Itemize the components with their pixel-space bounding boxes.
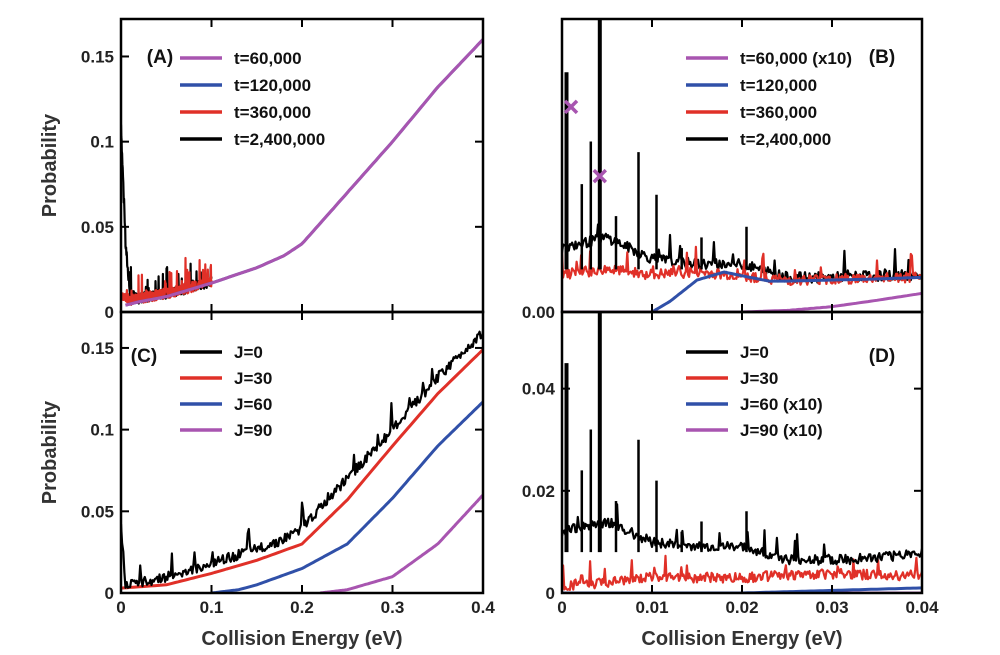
legend-label: t=120,000 xyxy=(234,76,311,95)
legend-label: t=2,400,000 xyxy=(234,130,325,149)
legend-entry: t=60,000 (x10) xyxy=(686,49,852,68)
legend-entry: J=0 xyxy=(686,343,769,362)
legend-label: J=90 xyxy=(234,421,272,440)
y-tick-label: 0 xyxy=(546,584,555,603)
x-tick-label: 0 xyxy=(557,598,566,617)
legend-label: J=30 xyxy=(740,369,778,388)
x-tick-label: 0.3 xyxy=(381,598,405,617)
legend-entry: t=60,000 xyxy=(180,49,302,68)
legend-label: t=360,000 xyxy=(740,103,817,122)
plot-frame xyxy=(119,17,485,314)
legend-entry: J=90 xyxy=(180,421,272,440)
panel-c: 0 0.1 0.2 0.3 0.4 0 0.05 0.1 0.15 Probability Coll… xyxy=(39,310,495,650)
panel-b: 0.00(B)t=60,000 (x10)t=120,000t=360,000t… xyxy=(522,17,924,322)
plot-area xyxy=(562,19,922,312)
legend-label: J=0 xyxy=(740,343,769,362)
y-tick-label: 0.1 xyxy=(90,133,114,152)
legend: J=0 J=30 J=60 (x10) J=90 (x10) xyxy=(686,343,823,440)
legend: t=60,000 (x10) t=120,000 t=360,000 t=2,400,… xyxy=(686,49,852,149)
y-tick-label: 0.15 xyxy=(81,339,114,358)
panel-label: (A) xyxy=(147,47,173,68)
series-line-0 xyxy=(121,330,483,589)
x-tick-label: 0.2 xyxy=(290,598,314,617)
y-tick-label: 0.02 xyxy=(522,482,555,501)
legend-entry: J=30 xyxy=(180,369,272,388)
series-line-1 xyxy=(121,348,483,590)
x-axis-title: Collision Energy (eV) xyxy=(201,628,402,650)
y-tick-label: 0 xyxy=(105,303,114,322)
y-axis-title: Probability xyxy=(39,400,61,504)
legend-label: J=60 xyxy=(234,395,272,414)
legend-entry: t=360,000 xyxy=(686,103,817,122)
x-axis-title: Collision Energy (eV) xyxy=(641,628,842,650)
y-tick-label: 0 xyxy=(105,584,114,603)
legend-entry: J=60 xyxy=(180,395,272,414)
x-tick-label: 0.02 xyxy=(725,598,758,617)
panel-label: (C) xyxy=(131,346,157,367)
x-tick-label: 0.04 xyxy=(905,598,939,617)
panel-label: (B) xyxy=(869,47,895,68)
series-line-1 xyxy=(651,270,922,312)
y-axis-title: Probability xyxy=(39,113,61,217)
cross-marker xyxy=(563,99,579,115)
legend: t=60,000 t=120,000 t=360,000 t=2,400,000 xyxy=(180,49,325,149)
y-tick-label: 0.05 xyxy=(81,218,114,237)
x-tick-label: 0.4 xyxy=(471,598,495,617)
panel-d: 0 0.01 0.02 0.03 0.04 0 0.02 0.04 Collision Ener… xyxy=(522,310,939,650)
plot-area xyxy=(121,330,483,593)
x-tick-label: 0.03 xyxy=(815,598,848,617)
legend-entry: J=90 (x10) xyxy=(686,421,823,440)
y-tick-label: 0.15 xyxy=(81,47,114,66)
legend-label: t=60,000 xyxy=(234,49,302,68)
series-line-0 xyxy=(562,291,922,312)
legend-entry: J=30 xyxy=(686,369,778,388)
series-line-0 xyxy=(562,503,922,566)
panel-a: 0 0.05 0.1 0.15 Probability (A) t=60,000 t=120,… xyxy=(39,17,485,322)
plot-area xyxy=(121,38,483,307)
x-tick-label: 0 xyxy=(116,598,125,617)
panel-label: (D) xyxy=(869,346,895,367)
y-tick-label: 0.04 xyxy=(522,380,556,399)
series-line-2 xyxy=(562,586,922,593)
cross-marker xyxy=(592,168,608,184)
legend-entry: t=360,000 xyxy=(180,103,311,122)
legend: J=0 J=30 J=60 J=90 xyxy=(180,343,272,440)
y-tick-label: 0.1 xyxy=(90,421,114,440)
legend-label: J=0 xyxy=(234,343,263,362)
x-tick-label: 0.01 xyxy=(635,598,668,617)
legend-entry: t=2,400,000 xyxy=(686,130,831,149)
series-line-3 xyxy=(121,124,213,305)
legend-label: J=30 xyxy=(234,369,272,388)
series-line-3 xyxy=(319,493,483,593)
plot-area xyxy=(562,312,922,593)
legend-entry: J=60 (x10) xyxy=(686,395,823,414)
y-tick-label: 0.05 xyxy=(81,502,114,521)
series-line-1 xyxy=(562,554,922,591)
legend-entry: J=0 xyxy=(180,343,263,362)
legend-entry: t=120,000 xyxy=(686,76,817,95)
legend-label: J=60 (x10) xyxy=(740,395,823,414)
series-line-2 xyxy=(211,400,483,593)
legend-entry: t=2,400,000 xyxy=(180,130,325,149)
series-line-0 xyxy=(125,38,483,307)
legend-label: t=60,000 (x10) xyxy=(740,49,852,68)
legend-label: t=360,000 xyxy=(234,103,311,122)
legend-entry: t=120,000 xyxy=(180,76,311,95)
legend-label: t=120,000 xyxy=(740,76,817,95)
y-tick-label: 0.00 xyxy=(522,303,555,322)
x-tick-label: 0.1 xyxy=(200,598,224,617)
legend-label: t=2,400,000 xyxy=(740,130,831,149)
legend-label: J=90 (x10) xyxy=(740,421,823,440)
